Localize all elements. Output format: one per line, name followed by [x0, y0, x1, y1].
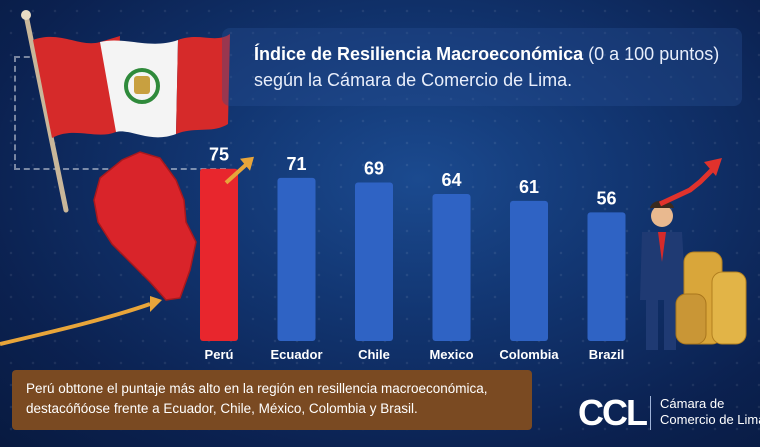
caption-box: Perú obttone el puntaje más alto en la r… — [12, 370, 532, 430]
logo-line-1: Cámara de — [660, 396, 725, 411]
highlight-arrow-head — [240, 156, 254, 171]
bar-ecuador — [277, 177, 316, 341]
logo-mark: CCL — [578, 392, 648, 433]
bar-mexico — [432, 194, 471, 341]
caption-line-1: Perú obttone el puntaje más alto en la r… — [26, 381, 488, 396]
chart-title-bold: Índice de Resiliencia Macroeconómica — [254, 44, 584, 64]
curved-arrow-icon — [0, 302, 151, 346]
highlight-arrow-icon — [224, 163, 248, 185]
bar-chile — [355, 182, 393, 341]
tick-label-mexico: Mexico — [429, 347, 473, 362]
caption-line-2: destacóñóose frente a Ecuador, Chile, Mé… — [26, 401, 418, 416]
peru-flag-icon — [21, 10, 230, 213]
data-label-brazil: 56 — [596, 188, 616, 208]
data-label-mexico: 64 — [441, 170, 461, 190]
chart-title-range: (0 a 100 puntos) — [588, 44, 720, 64]
title-box — [222, 28, 742, 106]
peru-map-icon — [93, 151, 197, 301]
tick-label-colombia: Colombia — [499, 347, 559, 362]
logo-text: Cámara de Comercio de Lima — [660, 396, 760, 428]
businessman-icon — [640, 200, 686, 350]
logo-line-2: Comercio de Lima — [660, 412, 760, 427]
bar-colombia — [510, 200, 548, 341]
trend-arrow-icon — [658, 168, 714, 207]
bar-perú — [200, 168, 238, 341]
data-label-colombia: 61 — [519, 177, 539, 197]
chart-title: Índice de Resiliencia Macroeconómica (0 … — [254, 44, 719, 65]
tick-label-perú: Perú — [205, 347, 234, 362]
chart-subtitle: según la Cámara de Comercio de Lima. — [254, 70, 573, 90]
data-label-ecuador: 71 — [286, 154, 306, 174]
tick-label-chile: Chile — [358, 347, 390, 362]
tick-label-ecuador: Ecuador — [270, 347, 322, 362]
tick-label-brazil: Brazil — [589, 347, 624, 362]
data-label-perú: 75 — [209, 145, 229, 165]
data-label-chile: 69 — [364, 159, 384, 179]
logo-separator — [650, 396, 651, 430]
bar-brazil — [587, 212, 626, 341]
coins-icon — [675, 251, 747, 345]
